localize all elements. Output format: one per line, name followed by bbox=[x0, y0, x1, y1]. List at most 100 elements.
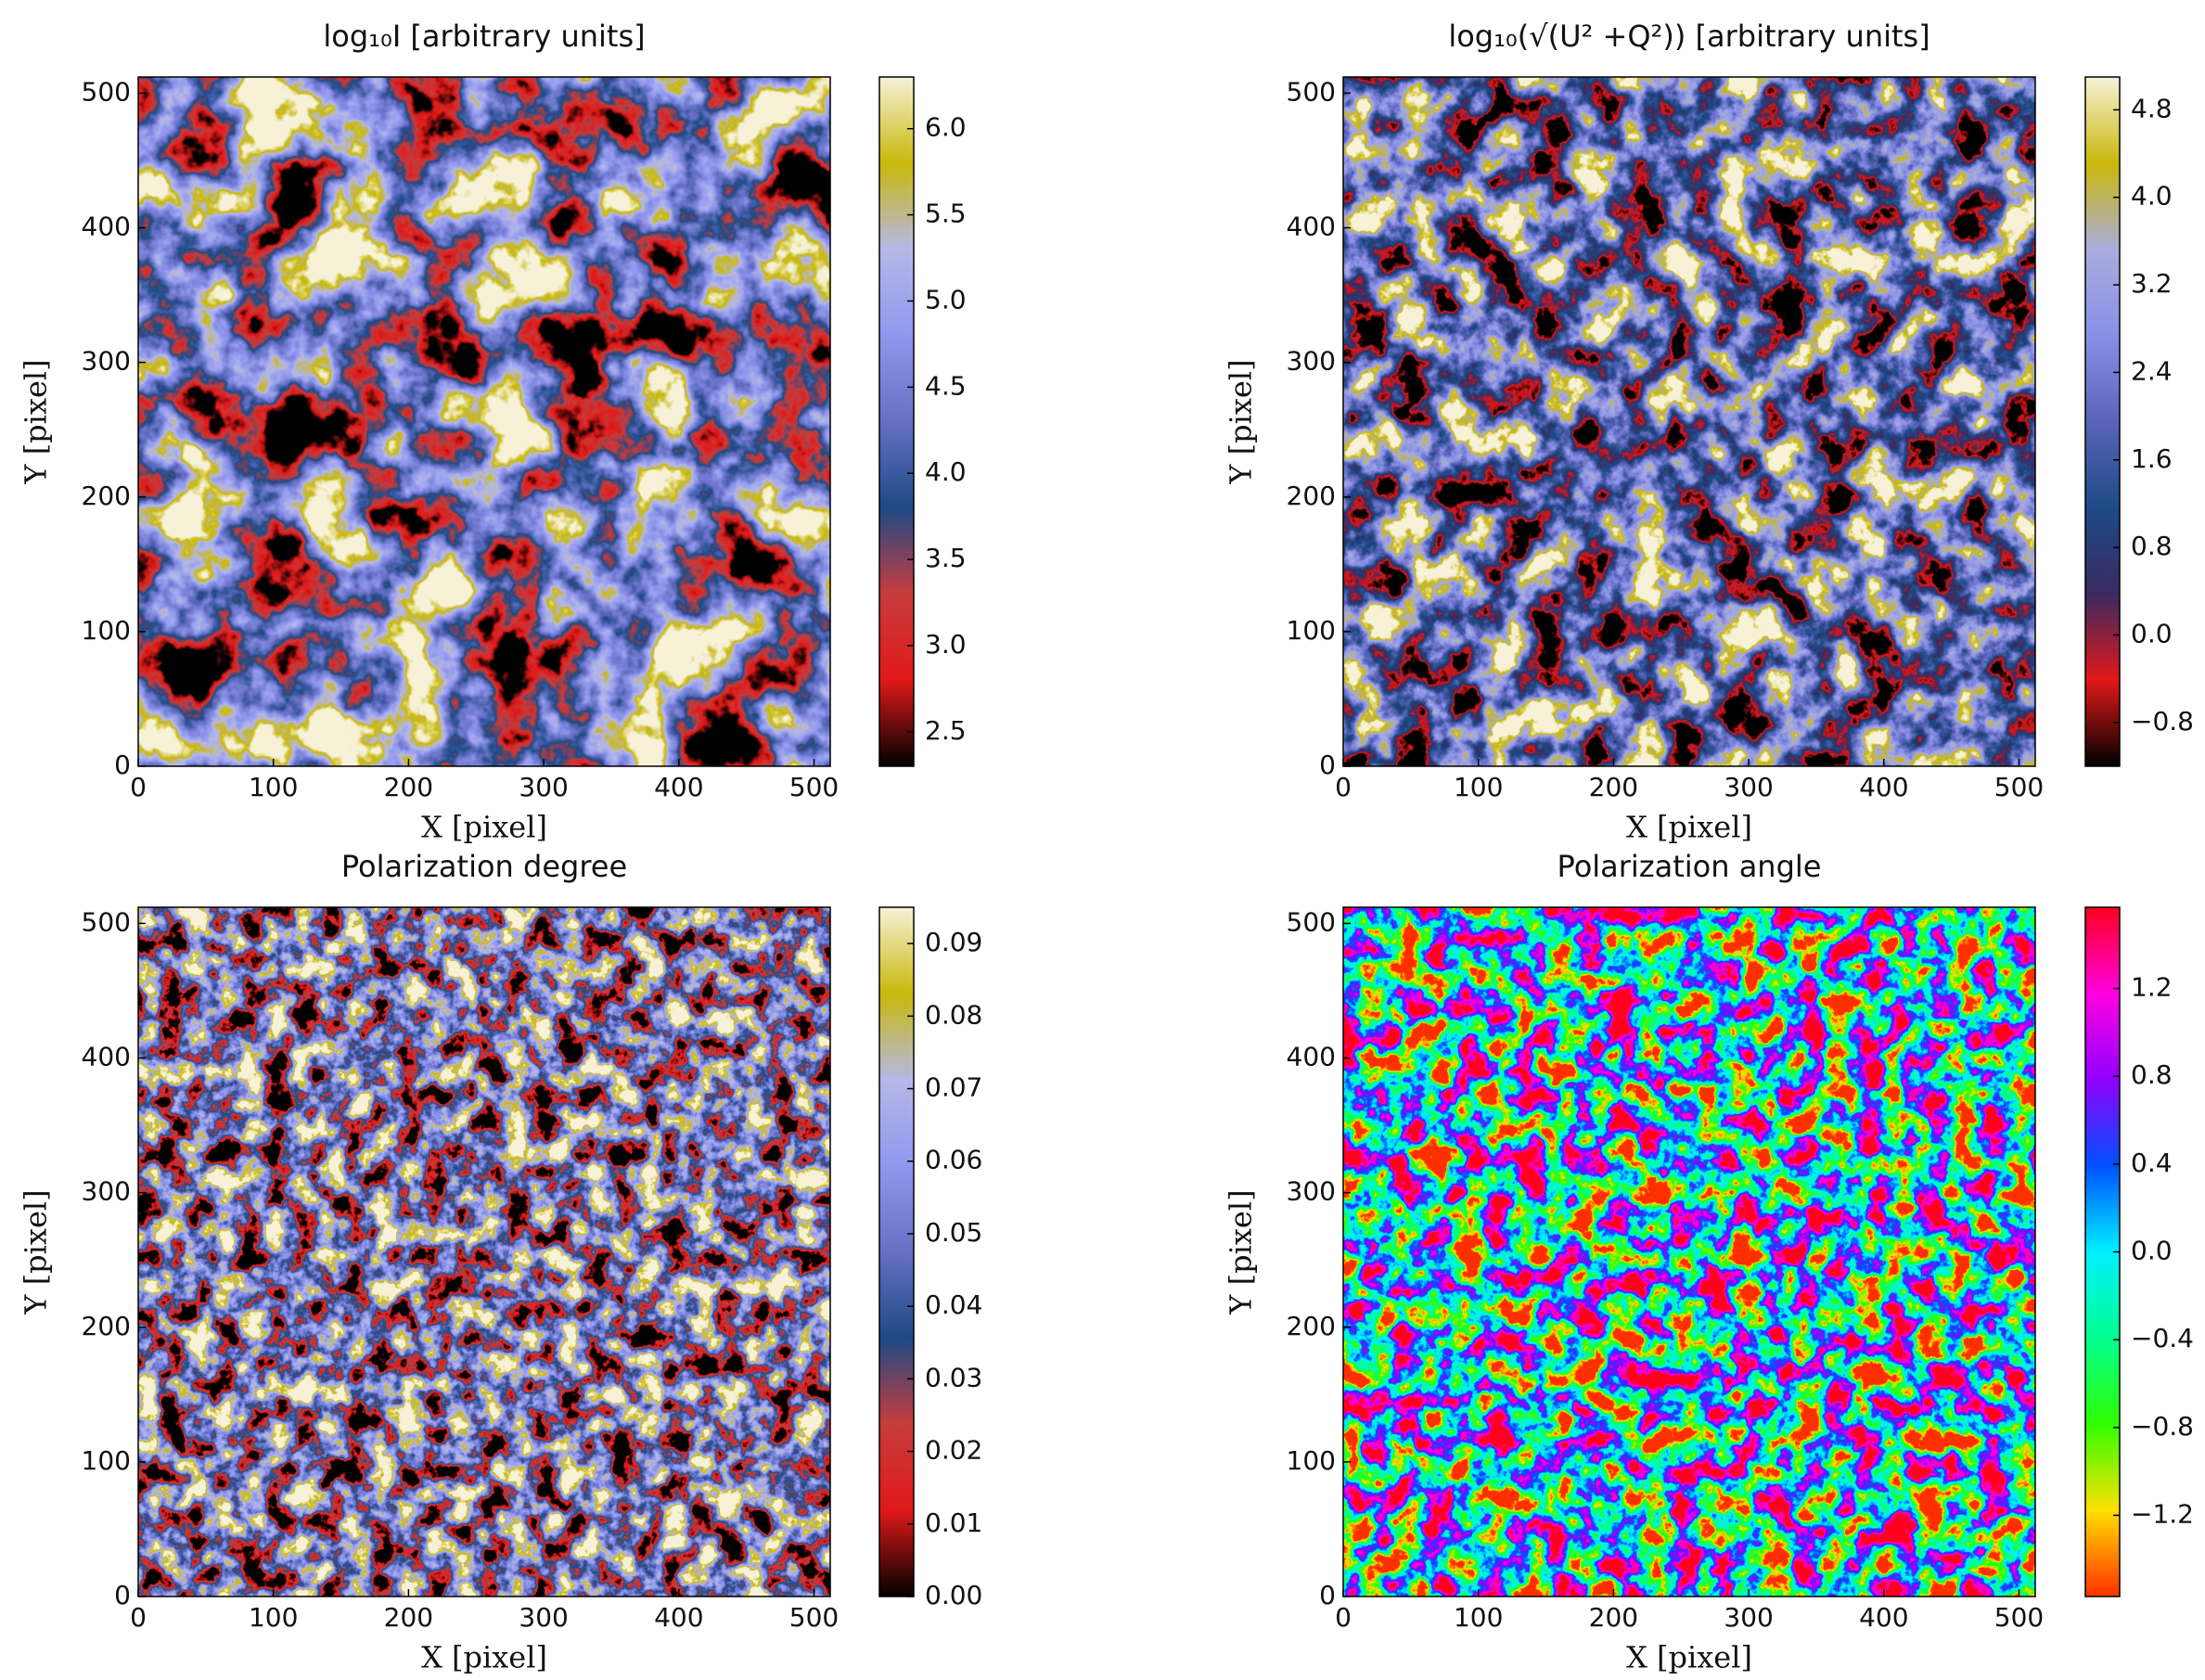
x-tick-label: 300 bbox=[519, 1602, 568, 1633]
colorbar-tick-label: 0.01 bbox=[925, 1507, 982, 1538]
image-map bbox=[1343, 77, 2035, 766]
x-tick-label: 200 bbox=[384, 1602, 433, 1633]
x-axis-label: X [pixel] bbox=[1626, 1640, 1752, 1675]
x-tick-label: 500 bbox=[1994, 1602, 2044, 1633]
image-map bbox=[138, 907, 830, 1597]
y-tick-label: 500 bbox=[82, 76, 131, 107]
image-map bbox=[138, 77, 830, 766]
colorbar-tick-label: 0.07 bbox=[925, 1072, 982, 1103]
x-tick-label: 400 bbox=[1859, 1602, 1908, 1633]
x-tick-label: 300 bbox=[519, 772, 568, 802]
colorbar-tick-label: 3.2 bbox=[2131, 268, 2173, 299]
x-tick-label: 100 bbox=[249, 772, 298, 802]
colorbar-tick-label: 2.4 bbox=[2131, 355, 2173, 386]
colorbar-tick-label: 0.05 bbox=[925, 1217, 982, 1248]
y-tick-label: 100 bbox=[82, 615, 131, 646]
colorbar-tick-label: 3.5 bbox=[925, 543, 967, 573]
axes-frame bbox=[137, 76, 831, 767]
colorbar-tick-label: 0.09 bbox=[925, 927, 982, 957]
colorbar-tick-label: 0.0 bbox=[2131, 618, 2173, 648]
y-tick-label: 500 bbox=[1287, 76, 1336, 107]
colorbar bbox=[878, 76, 915, 767]
y-tick-label: 100 bbox=[1287, 615, 1336, 646]
x-tick-label: 300 bbox=[1724, 772, 1773, 802]
x-axis-label: X [pixel] bbox=[421, 810, 547, 845]
colorbar-tick-label: 0.03 bbox=[925, 1362, 982, 1392]
x-tick-label: 500 bbox=[789, 772, 839, 802]
y-axis-label: Y [pixel] bbox=[1224, 1189, 1259, 1315]
colorbar-tick-label: 4.8 bbox=[2131, 93, 2173, 123]
colorbar-tick-label: 0.08 bbox=[925, 999, 982, 1030]
y-tick-label: 400 bbox=[1287, 1042, 1336, 1072]
y-tick-label: 400 bbox=[82, 212, 131, 242]
x-axis-label: X [pixel] bbox=[1626, 810, 1752, 845]
y-tick-label: 500 bbox=[82, 906, 131, 937]
colorbar-tick-label: 0.0 bbox=[2131, 1236, 2173, 1266]
colorbar-tick-label: 0.8 bbox=[2131, 1059, 2173, 1090]
colorbar-tick-label: 5.0 bbox=[925, 284, 967, 314]
y-tick-label: 300 bbox=[1287, 346, 1336, 377]
y-axis-label: Y [pixel] bbox=[19, 1189, 54, 1315]
colorbar-tick-label: 3.0 bbox=[925, 629, 967, 660]
x-axis-label: X [pixel] bbox=[421, 1640, 547, 1675]
x-tick-label: 0 bbox=[130, 1602, 147, 1633]
colorbar-tick-label: 0.8 bbox=[2131, 531, 2173, 561]
x-tick-label: 500 bbox=[789, 1602, 839, 1633]
x-tick-label: 400 bbox=[654, 1602, 703, 1633]
axes-frame bbox=[1342, 76, 2036, 767]
colorbar-tick-label: 5.5 bbox=[925, 199, 967, 229]
y-tick-label: 300 bbox=[1287, 1176, 1336, 1207]
y-axis-label: Y [pixel] bbox=[19, 359, 54, 484]
x-tick-label: 300 bbox=[1724, 1602, 1773, 1633]
y-tick-label: 300 bbox=[82, 1176, 131, 1207]
image-map bbox=[1343, 907, 2035, 1597]
y-tick-label: 300 bbox=[82, 346, 131, 377]
x-tick-label: 200 bbox=[1589, 1602, 1638, 1633]
y-tick-label: 100 bbox=[82, 1445, 131, 1476]
x-tick-label: 100 bbox=[1454, 1602, 1503, 1633]
x-tick-label: 200 bbox=[1589, 772, 1638, 802]
colorbar-tick-label: 6.0 bbox=[925, 112, 967, 143]
y-tick-label: 0 bbox=[1319, 750, 1336, 780]
colorbar-tick-label: 0.00 bbox=[925, 1580, 982, 1610]
y-tick-label: 0 bbox=[114, 750, 131, 780]
x-tick-label: 400 bbox=[654, 772, 703, 802]
colorbar-tick-label: −1.2 bbox=[2131, 1498, 2194, 1529]
colorbar-tick-label: 1.6 bbox=[2131, 443, 2173, 474]
y-tick-label: 500 bbox=[1287, 906, 1336, 937]
y-axis-label: Y [pixel] bbox=[1224, 359, 1259, 484]
colorbar-tick-label: 1.2 bbox=[2131, 972, 2173, 1003]
colorbar bbox=[2084, 76, 2121, 767]
panel-title: log₁₀I [arbitrary units] bbox=[323, 19, 645, 54]
axes-frame bbox=[137, 906, 831, 1597]
x-tick-label: 500 bbox=[1994, 772, 2044, 802]
y-tick-label: 0 bbox=[1319, 1580, 1336, 1610]
x-tick-label: 0 bbox=[1335, 772, 1352, 802]
x-tick-label: 200 bbox=[384, 772, 433, 802]
y-tick-label: 100 bbox=[1287, 1445, 1336, 1476]
colorbar-tick-label: 0.4 bbox=[2131, 1148, 2173, 1178]
y-tick-label: 400 bbox=[1287, 212, 1336, 242]
x-tick-label: 0 bbox=[130, 772, 147, 802]
x-tick-label: 100 bbox=[1454, 772, 1503, 802]
colorbar-tick-label: −0.4 bbox=[2131, 1323, 2194, 1353]
y-tick-label: 400 bbox=[82, 1042, 131, 1072]
axes-frame bbox=[1342, 906, 2036, 1597]
y-tick-label: 200 bbox=[1287, 481, 1336, 511]
y-tick-label: 0 bbox=[114, 1580, 131, 1610]
x-tick-label: 0 bbox=[1335, 1602, 1352, 1633]
x-tick-label: 100 bbox=[249, 1602, 298, 1633]
y-tick-label: 200 bbox=[1287, 1311, 1336, 1341]
colorbar bbox=[878, 906, 915, 1597]
colorbar-tick-label: 2.5 bbox=[925, 715, 967, 746]
y-tick-label: 200 bbox=[82, 481, 131, 511]
colorbar-tick-label: −0.8 bbox=[2131, 706, 2194, 737]
y-tick-label: 200 bbox=[82, 1311, 131, 1341]
colorbar-tick-label: −0.8 bbox=[2131, 1411, 2194, 1442]
colorbar-tick-label: 4.0 bbox=[2131, 181, 2173, 212]
colorbar-tick-label: 0.04 bbox=[925, 1289, 982, 1320]
panel-title: Polarization angle bbox=[1558, 849, 1822, 884]
x-tick-label: 400 bbox=[1859, 772, 1908, 802]
colorbar-tick-label: 4.0 bbox=[925, 456, 967, 487]
